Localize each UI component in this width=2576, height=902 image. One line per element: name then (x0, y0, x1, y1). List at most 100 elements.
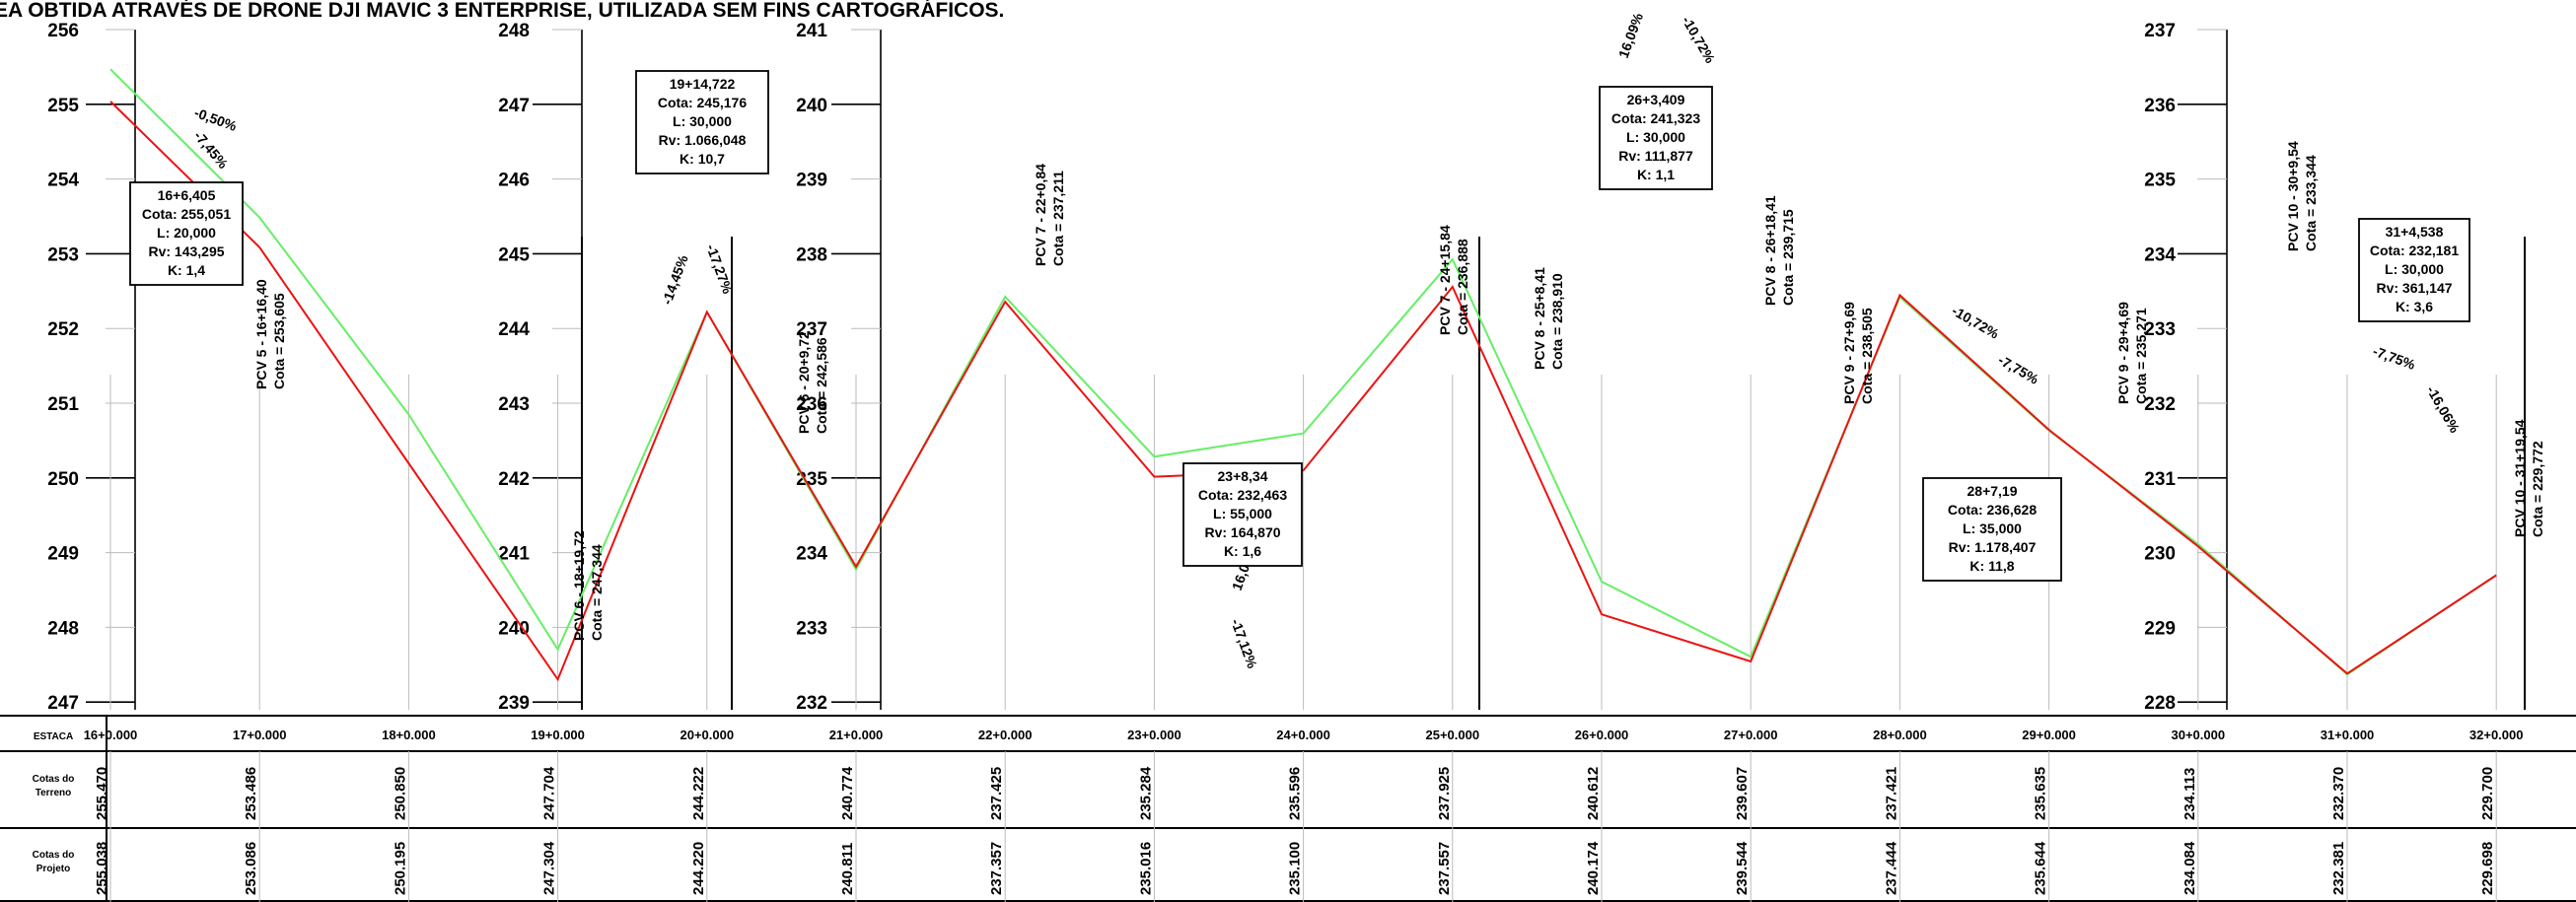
station-label: 25+0.000 (1426, 728, 1480, 742)
pcv-label: Cota = 233,344 (2303, 155, 2319, 251)
elevation-tick-label: 232 (2144, 394, 2176, 415)
elevation-tick-label: 248 (498, 21, 530, 41)
pcv-label: Cota = 235,271 (2133, 308, 2149, 404)
project-elevation: 237.444 (1883, 841, 1899, 895)
project-row-label: Projeto (36, 864, 70, 874)
station-label: 19+0.000 (531, 728, 585, 742)
curve-box-line: L: 35,000 (1963, 520, 2022, 536)
pcv-label: PCV 7 - 24+15,84 (1437, 225, 1453, 335)
station-label: 20+0.000 (680, 728, 735, 742)
vertical-curve-boxes: 16+6,405 Cota: 255,051 L: 20,000 Rv: 143,29… (129, 70, 2470, 582)
curve-box-line: Rv: 164,870 (1204, 524, 1280, 540)
project-elevation: 232.381 (2330, 842, 2347, 895)
elevation-tick-label: 240 (498, 618, 530, 639)
curve-box-line: 31+4,538 (2386, 224, 2444, 240)
elevation-tick-label: 241 (498, 544, 530, 565)
pcv-label: Cota = 253,605 (271, 293, 287, 389)
terrain-elevation: 235.635 (2033, 767, 2049, 820)
curve-box-line: Cota: 255,051 (142, 206, 231, 222)
station-label: 24+0.000 (1276, 728, 1330, 742)
elevation-tick-label: 233 (796, 618, 827, 639)
pcv-label: PCV 9 - 29+4,69 (2115, 302, 2131, 404)
terrain-elevation: 239.607 (1734, 767, 1751, 820)
station-label: 22+0.000 (978, 728, 1033, 742)
vertical-curve-box (635, 70, 769, 174)
slope-label: -7,75% (2371, 343, 2418, 373)
project-elevation: 235.100 (1287, 842, 1304, 895)
vertical-curve-box (2358, 218, 2470, 322)
drawing-caption: EA OBTIDA ATRAVÉS DE DRONE DJI MAVIC 3 E… (0, 0, 1004, 22)
elevation-tick-label: 247 (47, 693, 79, 714)
station-label: 26+0.000 (1575, 728, 1629, 742)
curve-box-line: 28+7,19 (1968, 483, 2018, 499)
curve-box-line: K: 10,7 (680, 151, 725, 167)
slope-label: -10,72% (1679, 14, 1718, 67)
terrain-elevation: 244.222 (690, 767, 707, 820)
curve-box-line: Rv: 1.178,407 (1949, 539, 2037, 555)
elevation-tick-label: 252 (47, 319, 79, 340)
terrain-elevation: 253.486 (243, 767, 259, 820)
station-label: 27+0.000 (1724, 728, 1778, 742)
elevation-tick-label: 243 (498, 394, 530, 415)
elevation-tick-label: 239 (796, 171, 827, 191)
elevation-tick-label: 230 (2144, 544, 2176, 565)
elevation-tick-label: 255 (47, 96, 79, 116)
pcv-label: PCV 6 - 20+9,72 (796, 331, 812, 434)
elevation-tick-label: 234 (796, 544, 827, 565)
station-label: 30+0.000 (2172, 728, 2226, 742)
curve-box-line: 19+14,722 (670, 76, 736, 92)
pcv-label: Cota = 237,211 (1050, 171, 1066, 266)
project-row-label: Cotas do (33, 850, 75, 861)
project-elevation: 229.698 (2479, 842, 2496, 895)
station-label: 17+0.000 (233, 728, 287, 742)
terrain-elevation: 237.425 (988, 767, 1005, 820)
curve-box-line: L: 30,000 (1626, 129, 1685, 145)
pcv-label: Cota = 242,586 (814, 337, 829, 434)
slope-label: -14,45% (659, 252, 691, 307)
elevation-axes: 256 255 254 253 252 251 250 249 248 247 248 247 246 2… (47, 21, 2228, 714)
pcv-label: Cota = 238,910 (1549, 273, 1565, 370)
terrain-elevation: 240.774 (839, 766, 856, 820)
terrain-elevation: 232.370 (2330, 767, 2347, 820)
curve-box-line: 26+3,409 (1627, 92, 1685, 107)
elevation-tick-label: 247 (498, 96, 530, 116)
terrain-elevation: 229.700 (2479, 767, 2496, 820)
vertical-curve-box (1182, 462, 1303, 567)
station-label: 32+0.000 (2469, 728, 2524, 742)
curve-box-line: K: 1,6 (1224, 543, 1261, 559)
curve-box-line: L: 30,000 (2385, 261, 2444, 277)
station-label: 28+0.000 (1873, 728, 1927, 742)
estaca-header: ESTACA (34, 731, 73, 742)
station-label: 21+0.000 (829, 728, 884, 742)
elevation-tick-label: 235 (796, 469, 827, 490)
elevation-tick-label: 254 (47, 171, 79, 191)
slope-label: -16,06% (2423, 383, 2463, 437)
curve-box-line: Rv: 143,295 (148, 243, 224, 259)
pcv-label: Cota = 238,505 (1859, 308, 1875, 404)
elevation-tick-label: 240 (796, 96, 827, 116)
project-elevation: 247.304 (541, 841, 558, 895)
vertical-curve-box (1599, 86, 1713, 190)
project-elevation: 235.644 (2033, 841, 2049, 895)
pcv-label: PCV 10 - 31+19,54 (2512, 419, 2528, 537)
curve-box-line: L: 55,000 (1213, 506, 1272, 521)
station-label: 16+0.000 (84, 728, 138, 742)
station-label: 31+0.000 (2321, 728, 2375, 742)
terrain-elevation: 255.470 (94, 767, 110, 820)
pcv-label: PCV 6 - 18+19,72 (571, 530, 587, 641)
terrain-elevation: 234.113 (2182, 768, 2198, 820)
project-elevation: 237.557 (1436, 842, 1453, 895)
elevation-tick-label: 236 (2144, 96, 2176, 116)
elevation-tick-label: 233 (2144, 319, 2176, 340)
elevation-tick-label: 250 (47, 469, 79, 490)
station-grid (109, 237, 2526, 710)
elevation-tick-label: 228 (2144, 693, 2176, 714)
elevation-tick-label: 237 (2144, 21, 2176, 41)
project-profile-line (109, 101, 2497, 682)
curve-box-line: K: 11,8 (1969, 558, 2014, 574)
slope-label: -7,75% (1996, 352, 2042, 387)
station-label: 29+0.000 (2022, 728, 2076, 742)
terrain-elevation: 235.596 (1287, 767, 1304, 820)
curve-box-line: K: 3,6 (2396, 299, 2433, 314)
